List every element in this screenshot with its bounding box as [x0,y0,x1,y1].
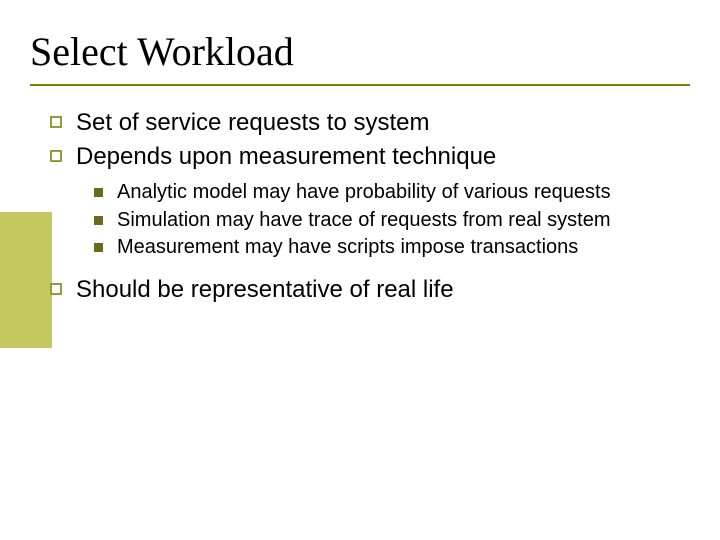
bullet-text: Should be representative of real life [76,275,454,305]
bullet-text: Simulation may have trace of requests fr… [117,208,611,234]
bullet-text: Set of service requests to system [76,108,429,138]
bullet-lvl2: Simulation may have trace of requests fr… [94,208,690,234]
bullet-lvl1: Should be representative of real life [50,275,690,305]
bullet-lvl1: Depends upon measurement technique [50,142,690,172]
solid-square-icon [94,243,103,252]
bullet-text: Analytic model may have probability of v… [117,180,611,206]
accent-block [0,212,52,348]
slide: Select Workload Set of service requests … [0,0,720,540]
bullet-text: Measurement may have scripts impose tran… [117,235,578,261]
content-area: Set of service requests to system Depend… [50,108,690,309]
bullet-lvl2: Analytic model may have probability of v… [94,180,690,206]
solid-square-icon [94,216,103,225]
solid-square-icon [94,188,103,197]
bullet-lvl2: Measurement may have scripts impose tran… [94,235,690,261]
hollow-square-icon [50,150,62,162]
title-underline [30,84,690,86]
hollow-square-icon [50,283,62,295]
bullet-text: Depends upon measurement technique [76,142,496,172]
hollow-square-icon [50,116,62,128]
slide-title: Select Workload [30,28,294,75]
bullet-lvl1: Set of service requests to system [50,108,690,138]
